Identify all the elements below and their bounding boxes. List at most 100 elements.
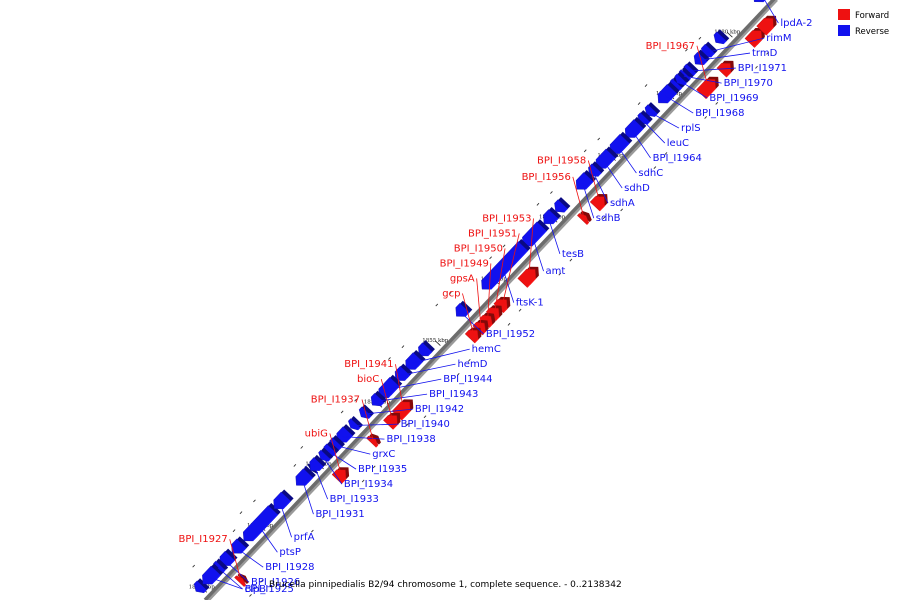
gene-label-sdha[interactable]: sdhA xyxy=(610,198,635,209)
gene-reverse-unlabeled-3[interactable] xyxy=(418,340,435,357)
gene-label-bpi-i1964[interactable]: BPI_I1964 xyxy=(653,153,702,164)
leader-bpi-i1928 xyxy=(236,547,264,568)
gene-prfa-highlight xyxy=(282,500,291,510)
gene-forward-unlabeled-2[interactable] xyxy=(716,60,734,78)
gene-bpi-i1958[interactable] xyxy=(589,193,608,212)
gene-label-bpi-i1943[interactable]: BPI_I1943 xyxy=(429,389,478,400)
leader-sdhb xyxy=(582,182,595,219)
leader-ftsk-1 xyxy=(502,267,515,303)
gene-bpi-i1938[interactable] xyxy=(336,424,356,443)
gene-bpi-i1944[interactable] xyxy=(378,374,403,399)
gene-label-bpi-i1935[interactable]: BPI_I1935 xyxy=(358,464,407,475)
leader-leuc xyxy=(642,119,666,144)
leader-bpi-i1934 xyxy=(322,456,343,485)
gene-label-rpls[interactable]: rplS xyxy=(681,123,701,134)
gene-reverse-unlabeled-2[interactable] xyxy=(554,197,571,213)
gene-label-rimm[interactable]: rimM xyxy=(766,33,791,44)
gene-label-sdhd[interactable]: sdhD xyxy=(624,183,650,194)
gene-bpi-i1934[interactable] xyxy=(318,447,334,462)
gene-hemc-highlight xyxy=(414,361,423,370)
gene-bpi-i1938-highlight xyxy=(345,435,353,443)
gene-bpi-i1941[interactable] xyxy=(391,399,414,421)
gene-label-bpi-i1953[interactable]: BPI_I1953 xyxy=(482,213,531,224)
gene-bpi-i1937[interactable] xyxy=(366,433,381,448)
gene-bioc[interactable] xyxy=(383,412,401,430)
gene-label-bpi-i1934[interactable]: BPI_I1934 xyxy=(344,479,393,490)
gene-label-bpi-i1927[interactable]: BPI_I1927 xyxy=(178,534,227,545)
gene-label-bpi-i1938[interactable]: BPI_I1938 xyxy=(386,434,435,445)
gene-label-bpi-i1967[interactable]: BPI_I1967 xyxy=(646,41,695,52)
label-leaders xyxy=(209,0,779,590)
gene-label-bpi-i1925[interactable]: BPI_I1925 xyxy=(245,584,294,595)
leader-sdha xyxy=(592,171,609,204)
gene-gcp[interactable] xyxy=(464,327,482,344)
gene-forward-unlabeled-0[interactable] xyxy=(744,28,765,48)
gene-bpi-i1940[interactable] xyxy=(348,416,364,431)
gene-bpi-i1958-highlight xyxy=(599,205,606,212)
gene-label-leuc[interactable]: leuC xyxy=(667,138,689,149)
gene-reverse-unlabeled-5[interactable] xyxy=(193,578,210,594)
gene-label-bpi-i1933[interactable]: BPI_I1933 xyxy=(330,494,379,505)
feature-mark xyxy=(361,479,365,483)
gene-label-sdhc[interactable]: sdhC xyxy=(638,168,663,179)
gene-tesb[interactable] xyxy=(543,206,562,225)
gene-bpi-i1931[interactable] xyxy=(295,466,316,486)
gene-label-bpi-i1950[interactable]: BPI_I1950 xyxy=(454,243,503,254)
gene-label-gpsa[interactable]: gpsA xyxy=(450,273,475,284)
gene-label-amt[interactable]: amt xyxy=(546,266,566,277)
legend-forward-label: Forward xyxy=(855,11,889,21)
gene-label-bpi-i1956[interactable]: BPI_I1956 xyxy=(522,172,571,183)
gene-label-trmd[interactable]: trmD xyxy=(752,48,778,59)
gene-label-grxc[interactable]: grxC xyxy=(372,449,395,460)
gene-reverse-unlabeled-0[interactable] xyxy=(713,29,730,45)
gene-label-bpi-i1952[interactable]: BPI_I1952 xyxy=(486,329,535,340)
gene-label-bpi-i1941[interactable]: BPI_I1941 xyxy=(344,359,393,370)
gene-label-bpi-i1968[interactable]: BPI_I1968 xyxy=(695,108,744,119)
gene-label-gcp[interactable]: gcp xyxy=(442,288,460,299)
gene-bpi-i1940-highlight xyxy=(357,427,361,431)
gene-label-bpi-i1958[interactable]: BPI_I1958 xyxy=(537,156,586,167)
gene-bpi-i1952[interactable] xyxy=(455,300,473,317)
gene-bpi-i1933[interactable] xyxy=(309,454,327,472)
gene-label-ubig[interactable]: ubiG xyxy=(305,428,328,439)
gene-sdhb[interactable] xyxy=(575,169,597,190)
gene-ptsp[interactable] xyxy=(243,503,281,542)
gene-label-bpi-i1937[interactable]: BPI_I1937 xyxy=(311,395,360,406)
gene-label-bpi-i1931[interactable]: BPI_I1931 xyxy=(315,509,364,520)
gene-label-ptsp[interactable]: ptsP xyxy=(279,547,301,558)
gene-label-hemc[interactable]: hemC xyxy=(472,344,501,355)
gene-reverse-unlabeled-1-highlight xyxy=(679,87,683,91)
gene-label-hemd[interactable]: hemD xyxy=(457,359,487,370)
gene-amt-highlight xyxy=(531,230,547,247)
gene-label-sdhb[interactable]: sdhB xyxy=(596,213,621,224)
gene-label-prfa[interactable]: prfA xyxy=(294,532,315,543)
gene-label-lpda-2[interactable]: lpdA-2 xyxy=(780,18,812,29)
gene-label-bioc[interactable]: bioC xyxy=(357,374,379,385)
legend-reverse-swatch xyxy=(838,25,850,36)
gene-label-bpi-i1928[interactable]: BPI_I1928 xyxy=(265,562,314,573)
gene-label-bpi-i1942[interactable]: BPI_I1942 xyxy=(415,404,464,415)
feature-mark xyxy=(698,36,702,40)
leader-lpda-2 xyxy=(764,0,779,24)
forward-genes xyxy=(234,15,777,587)
gene-forward-unlabeled-1[interactable] xyxy=(756,15,777,36)
gene-ubig[interactable] xyxy=(331,467,350,484)
gene-label-bpi-i1951[interactable]: BPI_I1951 xyxy=(468,228,517,239)
gene-label-bpi-i1970[interactable]: BPI_I1970 xyxy=(724,78,773,89)
gene-bpi-i1927[interactable] xyxy=(234,573,249,587)
gene-bpi-i1956[interactable] xyxy=(577,210,592,225)
gene-label-bpi-i1940[interactable]: BPI_I1940 xyxy=(401,419,450,430)
gene-prfa[interactable] xyxy=(273,489,294,510)
gene-label-tesb[interactable]: tesB xyxy=(562,249,584,260)
gene-label-ftsk-1[interactable]: ftsK-1 xyxy=(516,298,544,309)
gene-label-clpb[interactable]: clpB xyxy=(245,584,267,595)
gene-label-bpi-i1969[interactable]: BPI_I1969 xyxy=(709,93,758,104)
gene-ftsk-1[interactable] xyxy=(481,239,531,290)
gene-label-bpi-i1944[interactable]: BPI_I1944 xyxy=(443,374,492,385)
gene-bpi-i1928[interactable] xyxy=(231,536,250,554)
gene-label-bpi-i1949[interactable]: BPI_I1949 xyxy=(440,258,489,269)
gene-label-bpi-i1926[interactable]: BPI_I1926 xyxy=(251,577,300,588)
gene-label-bpi-i1971[interactable]: BPI_I1971 xyxy=(738,63,787,74)
gene-hemd[interactable] xyxy=(394,363,413,381)
gene-bpi-i1953[interactable] xyxy=(517,266,539,288)
